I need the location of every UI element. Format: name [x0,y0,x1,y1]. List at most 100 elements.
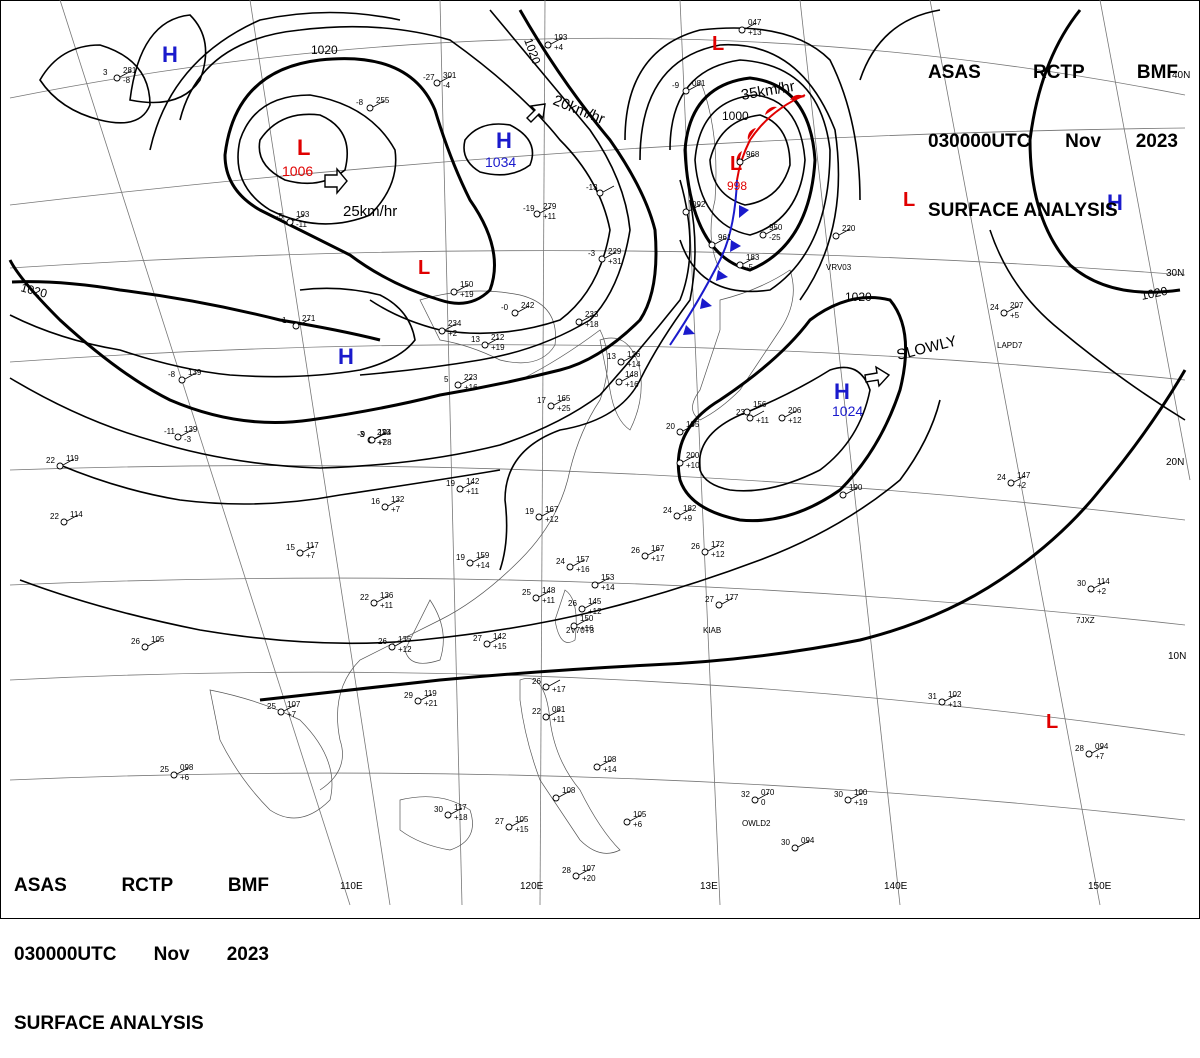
station-circle-icon [141,643,149,651]
station-circle-icon [466,559,474,567]
station-pressure: 193 [296,210,310,219]
station-plot: -27 301-4 [423,71,457,90]
station-plot: 20 195 [666,420,700,436]
header-center: RCTP [1032,62,1085,83]
isobar-low-outer-2 [639,43,840,301]
station-plot: 27 177 [705,593,739,609]
station-circle-icon [751,796,759,804]
station-circle-icon [366,104,374,112]
station-pressure: 156 [753,400,767,409]
station-tendency: +21 [424,699,438,708]
low-center: L [730,153,742,175]
low-center: L [297,135,310,160]
station-tendency: +4 [554,43,564,52]
station-pressure: 094 [801,836,815,845]
station-pressure: 102 [948,690,962,699]
coast-indochina [209,689,333,819]
station-tendency: -5 [746,263,754,272]
isobar-label: 1020 [845,290,872,304]
station-tendency: +19 [854,798,868,807]
weather-map: 25km/hr 20km/hr 35km/hr SLOWLY 1020 1020… [0,0,1200,919]
wind-barb-icon [302,545,315,553]
station-circle-icon [566,563,574,571]
station-temp: 26 [568,599,577,608]
station-temp: 28 [562,866,571,875]
wind-barb-icon [539,206,552,214]
station-plot: 190 [839,483,863,499]
station-temp: -11 [164,427,176,436]
station-circle-icon [533,210,541,218]
station-temp: -9 [358,430,366,439]
wind-barb-icon [838,228,851,236]
wind-barb-icon [688,83,701,91]
station-plot: 25 148+11 [522,586,556,605]
station-circle-icon [296,549,304,557]
station-id: 2V70T3 [566,626,595,635]
station-plot: 27 142+15 [473,632,507,651]
station-pressure: 279 [543,202,557,211]
wind-barb-icon [1091,746,1104,754]
station-plot: 968 [736,150,760,166]
wind-barb-icon [472,555,485,563]
station-plot: -9 194+28 [358,428,392,447]
isobar-label: 1020 [1140,284,1169,303]
station-plot: 23 +11 [736,408,770,425]
wind-barb-icon [1013,475,1026,483]
station-pressure: 172 [711,540,725,549]
high-center: H [834,379,850,404]
station-circle-icon [277,708,285,716]
station-temp: 27 [473,634,482,643]
station-tendency: +7 [377,438,387,447]
wind-barb-icon [752,410,765,418]
station-pressure: 092 [692,200,706,209]
station-temp: -0 [501,303,509,312]
station-circle-icon [481,341,489,349]
wind-barb-icon [180,429,193,437]
station-tendency: +12 [398,645,412,654]
station-temp: 15 [286,543,295,552]
motion-arrow-icon [324,167,348,195]
station-circle-icon [844,796,852,804]
station-tendency: +19 [491,343,505,352]
station-plot: 24 147+2 [997,471,1031,490]
fronts [669,94,806,346]
station-circle-icon [736,158,744,166]
station-pressure: 207 [1010,301,1024,310]
station-tendency: +5 [1010,311,1020,320]
isobar-east-1 [859,9,1186,421]
station-tendency: +13 [748,28,762,37]
station-tendency: +12 [788,416,802,425]
station-plot: 961 [708,233,732,249]
station-plot: 30 100+19 [834,788,868,807]
high-center: H [162,42,178,67]
station-plot: 24 157+16 [556,555,590,574]
wind-barb-icon [599,759,612,767]
station-plot: 24 182+9 [663,504,697,523]
station-temp: 25 [160,765,169,774]
station-plot: 150+19 [450,280,474,299]
station-pressure: 119 [424,689,437,698]
header-time: 030000UTC [928,131,1031,152]
station-circle-icon [596,189,604,197]
station-circle-icon [444,811,452,819]
station-temp: -8 [168,370,176,379]
lon-line-160e [1099,0,1191,481]
lat-line-35n [9,127,1186,206]
station-tendency: -8 [123,76,131,85]
wind-barb-icon [797,840,810,848]
station-pressure: 117 [454,803,467,812]
wind-barb-icon [292,214,305,222]
header-region: ASAS [928,62,981,83]
station-plot: 047+13 [738,18,762,37]
station-plot: 156 [743,400,767,416]
station-tendency: +17 [552,685,566,694]
wind-barb-icon [511,819,524,827]
station-temp: 1 [282,316,287,325]
station-plot: 25 098+6 [160,763,194,782]
station-tendency: +6 [633,820,643,829]
station-circle-icon [682,87,690,95]
station-tendency: +6 [180,773,190,782]
station-temp: 5 [444,375,449,384]
station-pressure: 281 [123,66,137,75]
